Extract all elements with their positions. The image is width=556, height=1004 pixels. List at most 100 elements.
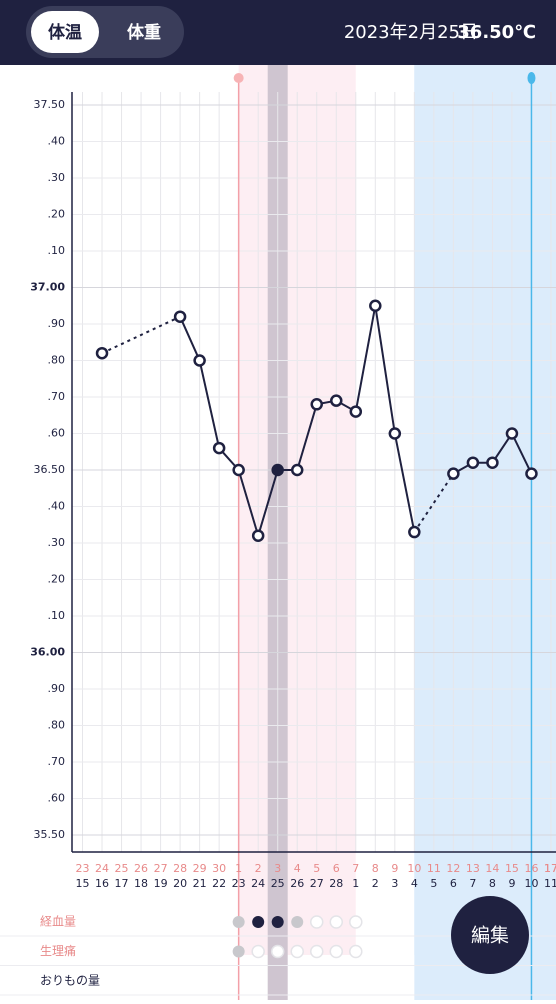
- temperature-point[interactable]: [408, 525, 421, 539]
- cycle-day-label: 7: [352, 862, 359, 875]
- cycle-day-label: 28: [173, 862, 187, 875]
- date: 2023年2月25日: [344, 22, 478, 43]
- symptom-dot[interactable]: [251, 944, 265, 959]
- x-tick-label: 20: [173, 877, 187, 890]
- temperature-point[interactable]: [447, 467, 460, 480]
- temperature-point[interactable]: [251, 529, 265, 542]
- y-tick-label: .70: [48, 755, 66, 768]
- temperature-point[interactable]: [212, 441, 226, 455]
- symptom-dot[interactable]: [232, 916, 245, 928]
- x-tick-label: 24: [251, 877, 265, 890]
- y-tick-label: .30: [48, 171, 66, 184]
- y-tick-label: .30: [48, 536, 66, 549]
- y-tick-label: .10: [48, 609, 66, 622]
- temperature-point[interactable]: [173, 310, 187, 323]
- symptom-label: 生理痛: [40, 943, 76, 958]
- symptom-dot[interactable]: [349, 915, 363, 929]
- y-tick-label: .20: [48, 573, 66, 586]
- cycle-day-label: 6: [333, 862, 340, 875]
- symptom-dot[interactable]: [232, 945, 245, 958]
- x-tick-label: 1: [352, 877, 359, 890]
- edit-button-label[interactable]: 編集: [471, 925, 509, 947]
- y-tick-label: .90: [48, 682, 66, 695]
- x-tick-label: 22: [212, 877, 226, 890]
- y-tick-label: .40: [48, 135, 66, 148]
- x-tick-label: 2: [372, 877, 379, 890]
- cycle-day-label: 15: [505, 862, 519, 875]
- y-tick-label: .70: [48, 390, 66, 403]
- x-tick-label: 3: [391, 877, 398, 890]
- symptom-dot[interactable]: [270, 944, 285, 959]
- cycle-day-label: 13: [466, 862, 480, 875]
- temperature-point[interactable]: [369, 299, 382, 312]
- x-tick-label: 18: [134, 877, 148, 890]
- edit-button[interactable]: [451, 896, 529, 974]
- temperature-point[interactable]: [290, 463, 304, 477]
- temperature-point[interactable]: [486, 456, 499, 469]
- cycle-day-label: 24: [95, 862, 109, 875]
- cycle-day-label: 9: [391, 862, 398, 875]
- x-tick-label: 21: [193, 877, 207, 890]
- cycle-day-label: 2: [255, 862, 262, 875]
- gap-line: [413, 473, 455, 533]
- y-tick-label: 36.00: [30, 646, 65, 659]
- cycle-day-label: 16: [524, 862, 538, 875]
- y-tick-label: 37.50: [34, 98, 66, 111]
- cycle-day-label: 4: [294, 862, 301, 875]
- symptom-dot[interactable]: [309, 944, 324, 959]
- cycle-day-label: 29: [193, 862, 207, 875]
- symptom-label: 経血量: [40, 915, 76, 929]
- temperature-point[interactable]: [388, 427, 402, 440]
- temperature-point[interactable]: [505, 427, 519, 440]
- y-tick-label: .90: [48, 317, 66, 330]
- temperature: 36.50℃: [457, 22, 536, 43]
- symptom-dot[interactable]: [329, 944, 344, 959]
- symptom-dot[interactable]: [291, 916, 304, 928]
- y-tick-label: .40: [48, 500, 66, 513]
- cycle-day-label: 25: [115, 862, 129, 875]
- cycle-day-label: 5: [313, 862, 320, 875]
- x-tick-label: 26: [290, 877, 304, 890]
- y-tick-label: 37.00: [30, 281, 65, 294]
- y-tick-label: .10: [48, 244, 66, 257]
- temperature-point[interactable]: [271, 463, 284, 477]
- temperature-point[interactable]: [232, 463, 245, 477]
- phase-band: [414, 65, 556, 1000]
- symptom-dot[interactable]: [290, 944, 304, 959]
- x-tick-label: 11: [544, 877, 556, 890]
- active-tab-bg: [31, 11, 99, 53]
- symptom-dot[interactable]: [252, 916, 265, 928]
- symptom-dot[interactable]: [349, 944, 363, 959]
- ovulation-icon: [527, 72, 536, 84]
- tab[interactable]: 体重: [127, 22, 161, 43]
- x-tick-label: 25: [271, 877, 285, 890]
- cycle-day-label: 26: [134, 862, 148, 875]
- symptom-dot[interactable]: [271, 916, 284, 928]
- period-start-icon: [233, 73, 244, 83]
- cycle-day-label: 30: [212, 862, 226, 875]
- x-tick-label: 10: [524, 877, 538, 890]
- temperature-point[interactable]: [193, 354, 206, 367]
- temperature-point[interactable]: [349, 405, 363, 418]
- temperature-point[interactable]: [466, 456, 480, 469]
- cycle-day-label: 14: [485, 862, 499, 875]
- temperature-point[interactable]: [95, 346, 109, 360]
- temperature-point[interactable]: [330, 394, 343, 407]
- temperature-point[interactable]: [310, 398, 323, 411]
- x-tick-label: 5: [430, 877, 437, 890]
- cycle-day-label: 17: [544, 862, 556, 875]
- symptom-label: おりもの量: [40, 974, 100, 988]
- symptom-dot[interactable]: [309, 915, 324, 929]
- cycle-day-label: 23: [76, 862, 90, 875]
- y-tick-label: 36.50: [34, 463, 66, 476]
- tab[interactable]: 体温: [48, 22, 82, 43]
- cycle-day-label: 27: [154, 862, 168, 875]
- x-tick-label: 17: [115, 877, 129, 890]
- temperature-point[interactable]: [525, 467, 538, 480]
- y-tick-label: .80: [48, 719, 66, 732]
- cycle-day-label: 1: [235, 862, 242, 875]
- x-tick-label: 27: [310, 877, 324, 890]
- symptom-dot[interactable]: [329, 915, 344, 929]
